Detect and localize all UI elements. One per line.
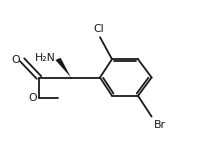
- Text: Cl: Cl: [94, 24, 104, 34]
- Text: O: O: [29, 93, 37, 103]
- Text: Br: Br: [154, 120, 166, 130]
- Text: O: O: [12, 55, 20, 65]
- Text: H₂N: H₂N: [35, 53, 56, 63]
- Polygon shape: [55, 58, 71, 78]
